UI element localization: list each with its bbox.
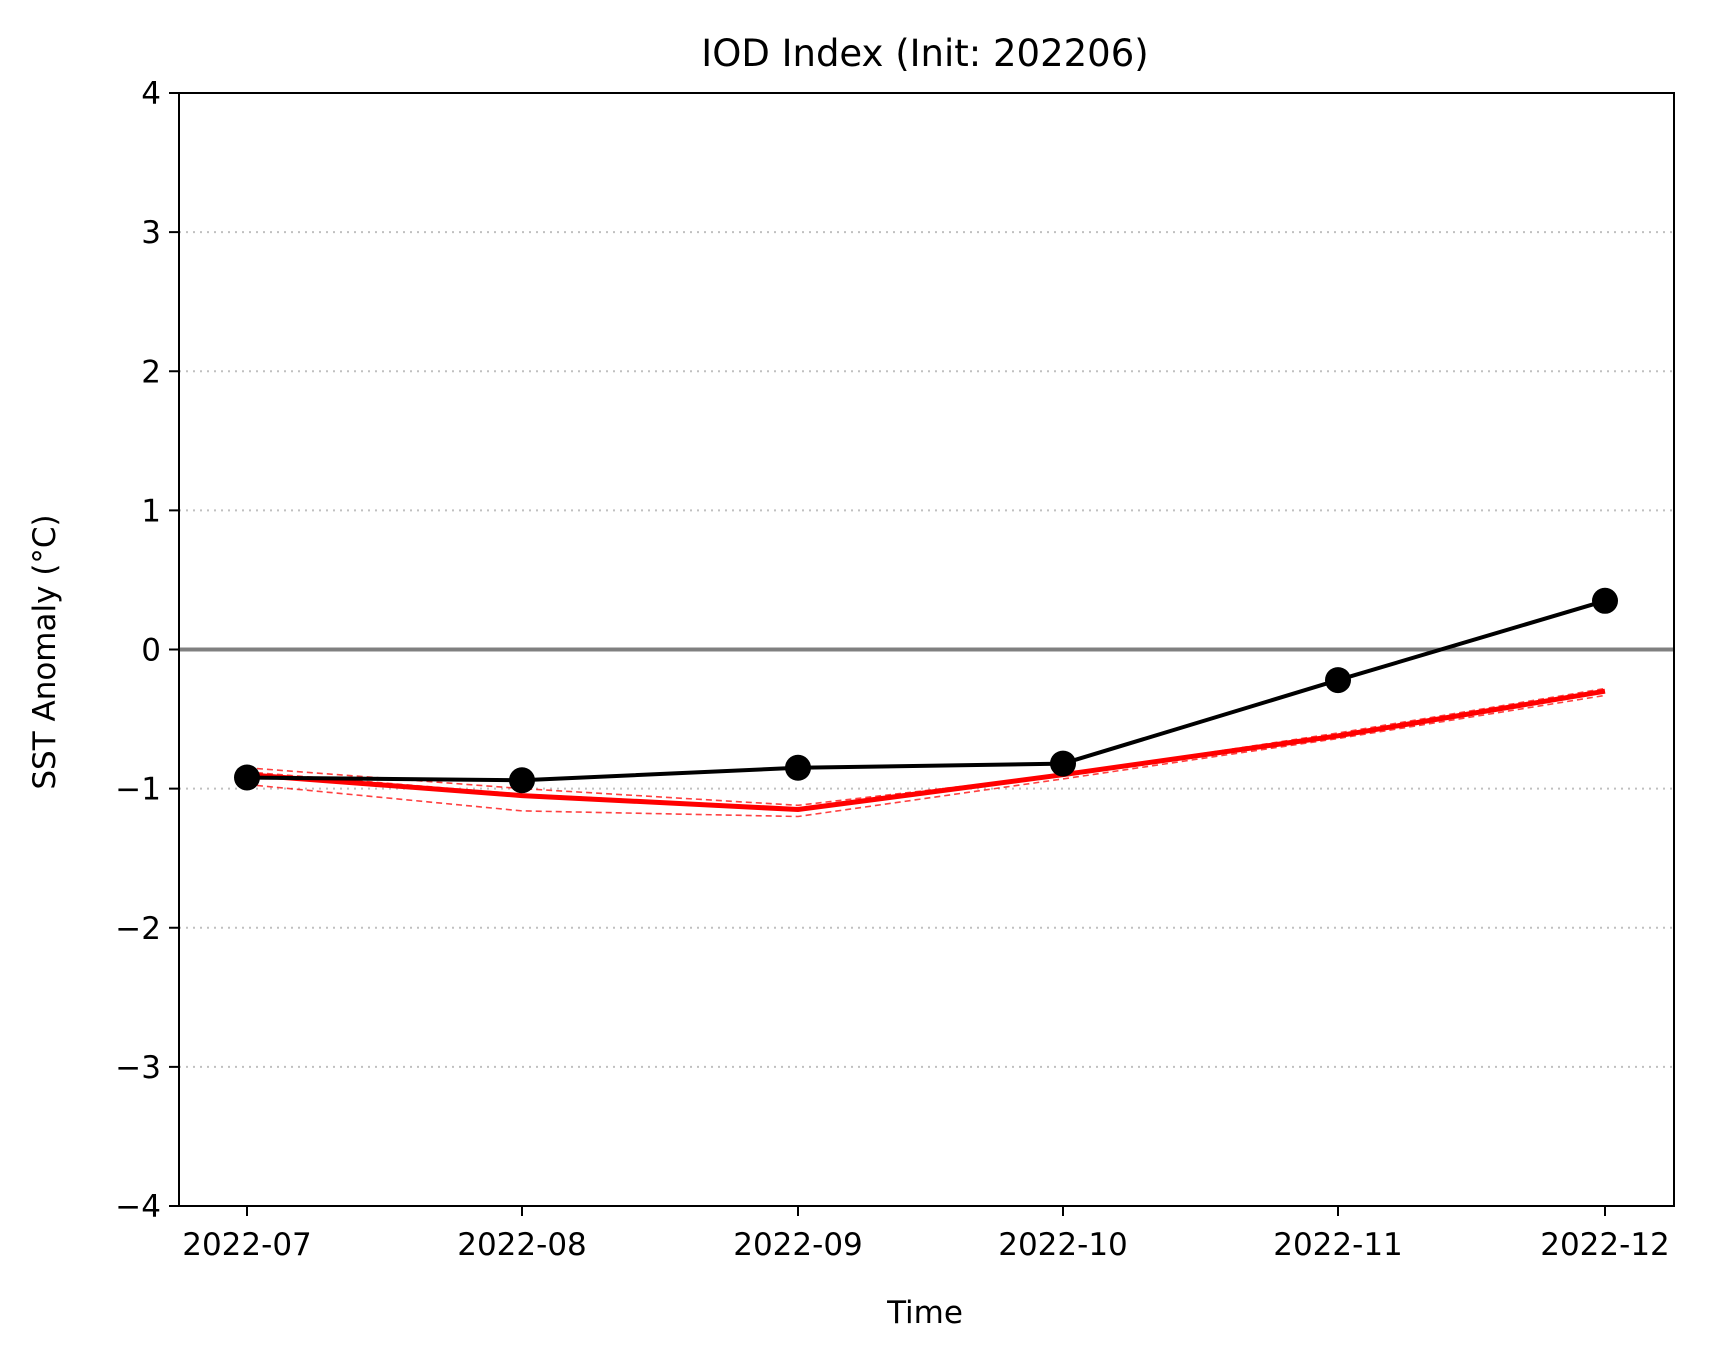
forecast-member-line xyxy=(246,694,1606,818)
observed-point xyxy=(1325,667,1351,694)
observed-line xyxy=(246,598,1606,783)
chart-title: IOD Index (Init: 202206) xyxy=(701,32,1148,75)
y-tick-label: −4 xyxy=(115,1189,161,1225)
y-tick-label: −1 xyxy=(115,772,161,808)
observed-point xyxy=(785,754,811,781)
y-tick-label: 4 xyxy=(141,76,161,112)
y-axis-label: SST Anomaly (°C) xyxy=(27,514,63,789)
grid-layer xyxy=(179,231,1674,1068)
y-tick-label: 0 xyxy=(141,633,161,669)
x-tick-label: 2022-07 xyxy=(182,1227,312,1263)
x-tick-label: 2022-08 xyxy=(457,1227,587,1263)
observed-point xyxy=(1592,587,1618,614)
observed-point xyxy=(1050,750,1076,777)
x-tick-label: 2022-11 xyxy=(1273,1227,1403,1263)
y-tick-label: −3 xyxy=(115,1050,161,1086)
x-axis-label: Time xyxy=(886,1295,963,1331)
y-tick-label: 3 xyxy=(141,215,161,251)
series-layer xyxy=(234,587,1618,818)
y-tick-label: 1 xyxy=(141,493,161,529)
y-tick-label: −2 xyxy=(115,911,161,947)
y-tick-label: 2 xyxy=(141,354,161,390)
forecast-mean-line xyxy=(246,688,1606,813)
x-tick-label: 2022-12 xyxy=(1540,1227,1670,1263)
axes-layer: 4 3 2 1 0 −1 −2 −3 −4 2022-07 2022-08 2022-09 2022-1… xyxy=(115,76,1675,1263)
x-tick-label: 2022-10 xyxy=(998,1227,1128,1263)
observed-point xyxy=(234,764,260,791)
x-tick-label: 2022-09 xyxy=(733,1227,863,1263)
observed-point xyxy=(509,767,535,794)
